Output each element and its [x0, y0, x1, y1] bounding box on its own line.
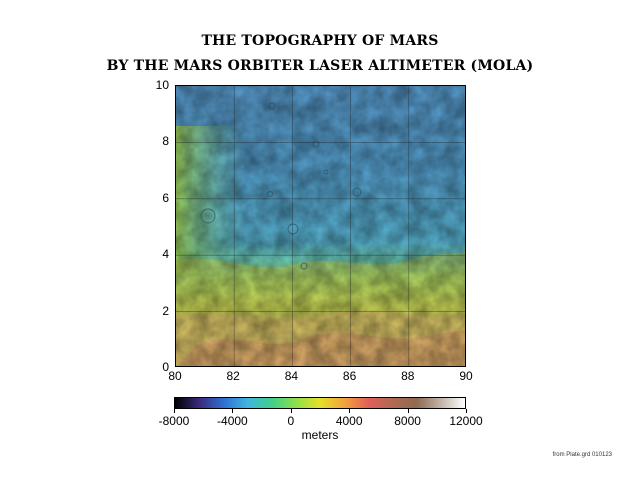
source-credit: from Plate.grd 010123: [552, 452, 612, 458]
colorbar-tick-label: 8000: [394, 414, 421, 428]
colorbar-tick: [232, 409, 234, 413]
y-tick-label: 10: [155, 78, 169, 92]
elevation-colorbar: [174, 397, 466, 409]
map-subtitle: BY THE MARS ORBITER LASER ALTIMETER (MOL…: [106, 58, 534, 74]
crater-features: [200, 102, 362, 270]
colorbar-tick-label: 4000: [335, 414, 363, 428]
y-tick-label: 0: [162, 360, 169, 374]
x-tick-label: 84: [284, 369, 299, 383]
map-title: THE TOPOGRAPHY OF MARS: [201, 33, 439, 49]
x-tick-label: 80: [168, 369, 182, 383]
colorbar-tick: [466, 409, 467, 413]
x-tick-label: 88: [401, 369, 415, 383]
topography-map-image: [176, 86, 465, 366]
colorbar-unit-label: meters: [301, 428, 339, 442]
colorbar-tick: [349, 409, 351, 413]
colorbar-tick: [174, 409, 175, 413]
colorbar-tick-label: 0: [287, 414, 295, 428]
topography-map: [175, 85, 466, 367]
colorbar-tick-label: 12000: [449, 414, 483, 428]
y-tick-label: 8: [162, 134, 169, 149]
colorbar-tick: [290, 409, 292, 413]
colorbar-tick-label: -8000: [158, 414, 190, 428]
x-tick-label: 82: [226, 369, 240, 383]
y-tick-label: 4: [162, 247, 169, 262]
y-tick-label: 6: [162, 190, 169, 205]
x-tick-label: 86: [342, 369, 357, 383]
colorbar-tick: [407, 409, 409, 413]
y-tick-label: 2: [162, 303, 169, 318]
colorbar-tick-label: -4000: [217, 414, 248, 428]
x-tick-label: 90: [459, 369, 473, 383]
